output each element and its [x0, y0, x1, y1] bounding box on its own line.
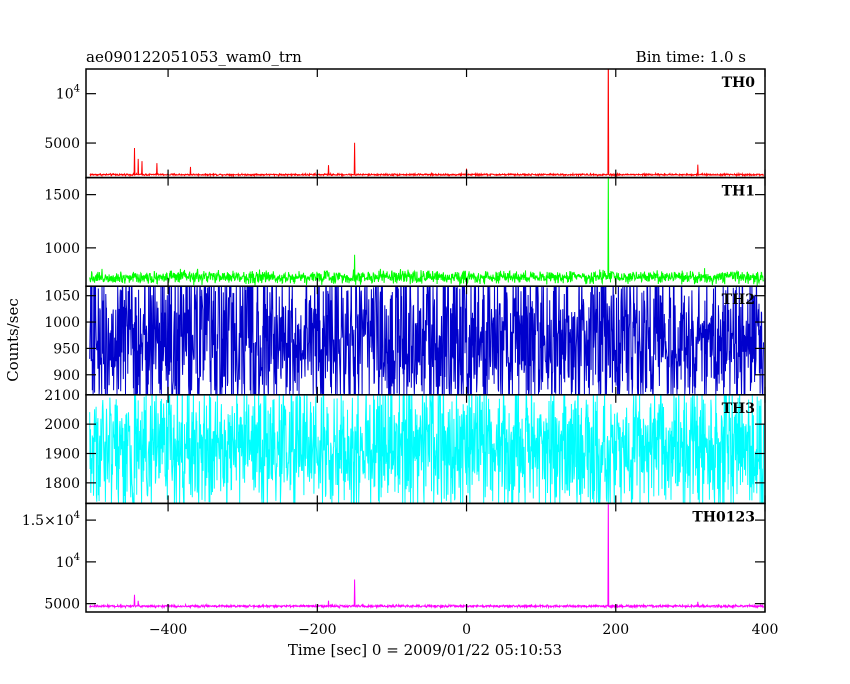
panel-label-th0123: TH0123 — [692, 509, 755, 525]
panel-label-th2: TH2 — [722, 292, 755, 308]
x-tick-label: 400 — [752, 622, 779, 638]
panels-group: TH0 5000 104 TH1 1000 1500 TH2 900 950 1000 1050 TH… — [22, 68, 779, 638]
x-tick-label: 200 — [602, 622, 629, 638]
y-tick-label-th2: 900 — [53, 368, 80, 384]
panel-frame-th0123 — [85, 502, 766, 613]
panel-frame-th0 — [85, 68, 766, 179]
panel-label-th3: TH3 — [722, 401, 755, 417]
y-tick-label-th2: 1000 — [44, 315, 80, 331]
x-tick-label: −400 — [149, 622, 187, 638]
y-tick-label-th2: 1050 — [44, 289, 80, 305]
series-line-th0 — [89, 69, 764, 178]
y-tick-label-th3: 1900 — [44, 447, 80, 463]
y-tick-label-th1: 1500 — [44, 188, 80, 204]
y-tick-label-th0123: 5000 — [44, 597, 80, 613]
panel-label-th1: TH1 — [722, 184, 755, 200]
series-line-th2 — [89, 286, 764, 395]
chart-title: ae090122051053_wam0_trn — [86, 48, 302, 66]
x-tick-label: −200 — [298, 622, 336, 638]
y-tick-label-th0: 5000 — [44, 136, 80, 152]
y-tick-label-th2: 950 — [53, 341, 80, 357]
y-tick-label-th3: 2100 — [44, 388, 80, 404]
y-tick-label-th1: 1000 — [44, 241, 80, 257]
panel-frame-th1 — [85, 176, 766, 287]
x-tick-label: 0 — [462, 622, 471, 638]
series-line-th0123 — [89, 503, 764, 610]
y-tick-label-th0123: 1.5×104 — [22, 510, 80, 529]
x-axis-label: Time [sec] 0 = 2009/01/22 05:10:53 — [288, 641, 562, 659]
bin-time-label: Bin time: 1.0 s — [636, 48, 746, 66]
y-tick-label-th3: 1800 — [44, 476, 80, 492]
series-line-th1 — [89, 177, 764, 287]
series-line-th3 — [89, 394, 764, 504]
y-axis-label: Counts/sec — [4, 298, 22, 382]
y-tick-label-th0123: 104 — [56, 552, 80, 571]
panel-label-th0: TH0 — [722, 75, 756, 91]
y-tick-label-th0: 104 — [56, 84, 80, 103]
y-tick-label-th3: 2000 — [44, 417, 80, 433]
